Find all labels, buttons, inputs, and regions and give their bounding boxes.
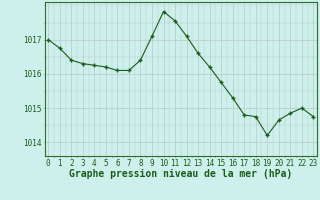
X-axis label: Graphe pression niveau de la mer (hPa): Graphe pression niveau de la mer (hPa) xyxy=(69,169,292,179)
